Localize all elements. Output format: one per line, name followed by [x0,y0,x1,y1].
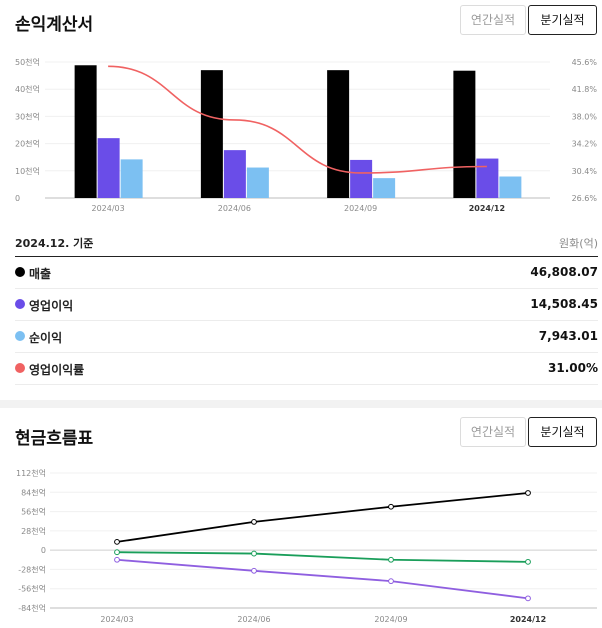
income-x-tick: 2024/03 [92,204,125,213]
income-row-label: 매출 [29,267,52,281]
revenue-dot [15,267,25,277]
income-margin-line [108,65,487,174]
income-right-tick: 41.8% [572,85,598,94]
cashflow-y-tick: 112천억 [16,468,46,478]
cashflow-x-tick: 2024/12 [510,615,546,624]
income-left-tick: 40천억 [15,84,40,94]
cashflow-series-line [116,492,529,543]
income-row-net-income: 순이익 7,943.01 [15,321,598,353]
income-bar [373,178,396,198]
income-x-tick: 2024/12 [469,204,505,213]
income-x-tick: 2024/09 [344,204,377,213]
income-left-tick: 10천억 [15,166,40,176]
income-chart-x-axis: 2024/03 2024/06 2024/09 2024/12 [92,204,506,213]
income-annual-tab[interactable]: 연간실적 [460,5,526,35]
cashflow-chart-y-axis: 112천억 84천억 56천억 28천억 0 -28천억 -56천억 -84천억 [16,468,46,613]
income-bar [120,159,143,198]
income-row-value: 7,943.01 [538,329,598,343]
income-bar [453,70,476,198]
cashflow-point [114,549,120,556]
cashflow-title: 현금흐름표 [15,429,94,449]
income-bar [499,176,522,198]
income-table-basis: 2024.12. 기준 [15,237,94,250]
income-row-revenue: 매출 46,808.07 [15,257,598,289]
income-row-label: 영업이익 [29,299,74,313]
income-table-rule [15,256,598,257]
cashflow-point [251,550,257,557]
income-bar [327,70,350,198]
income-x-tick: 2024/06 [218,204,251,213]
cashflow-point [525,558,531,565]
income-chart-left-axis: 0 10천억 20천억 30천억 40천억 50천억 [15,57,40,203]
income-row-value: 46,808.07 [530,265,598,279]
cashflow-x-tick: 2024/03 [100,615,133,624]
income-bar [476,158,499,198]
income-row-value: 14,508.45 [530,297,598,311]
income-quarterly-tab[interactable]: 분기실적 [528,5,597,35]
income-bar [350,159,373,198]
cashflow-y-tick: -84천억 [18,603,46,613]
income-right-tick: 30.4% [572,167,598,176]
cashflow-chart-grid [50,472,597,609]
income-bar [97,138,120,198]
income-left-tick: 30천억 [15,111,40,121]
cashflow-header: 현금흐름표 연간실적 분기실적 [0,416,602,456]
cashflow-y-tick: -28천억 [18,564,46,574]
income-row-operating-margin: 영업이익률 31.00% [15,353,598,385]
income-row-label: 영업이익률 [29,363,85,377]
income-left-tick: 20천억 [15,139,40,149]
cashflow-x-tick: 2024/09 [374,615,407,624]
income-chart-margin-line [108,65,487,174]
income-bar [223,150,246,198]
cashflow-point [114,556,120,563]
cashflow-chart: 112천억 84천억 56천억 28천억 0 -28천억 -56천억 -84천억 2024/0… [16,468,597,624]
operating-margin-dot [15,363,25,373]
income-bar [246,167,269,198]
cashflow-point [251,567,257,574]
income-bar [200,70,223,198]
cashflow-quarterly-tab[interactable]: 분기실적 [528,417,597,447]
cashflow-x-tick: 2024/06 [237,615,270,624]
cashflow-annual-tab[interactable]: 연간실적 [460,417,526,447]
income-left-tick: 50천억 [15,57,40,67]
cashflow-y-tick: -56천억 [18,584,46,594]
net-income-dot [15,331,25,341]
income-chart-bars [74,65,522,198]
cashflow-y-tick: 56천억 [21,507,46,517]
cashflow-y-tick: 28천억 [21,526,46,536]
income-right-tick: 38.0% [572,112,598,121]
cashflow-point [525,490,531,496]
income-row-label: 순이익 [29,331,63,345]
income-row-value: 31.00% [548,361,598,375]
cashflow-y-tick: 0 [41,546,46,555]
income-right-tick: 26.6% [572,194,598,203]
income-header: 손익계산서 연간실적 분기실적 [0,0,602,40]
income-left-tick: 0 [15,194,20,203]
income-title: 손익계산서 [15,15,94,35]
cashflow-point [114,538,120,545]
cashflow-chart-lines [114,490,531,602]
income-row-operating-profit: 영업이익 14,508.45 [15,289,598,321]
cashflow-y-tick: 84천억 [21,487,46,497]
cashflow-chart-x-axis: 2024/03 2024/06 2024/09 2024/12 [100,615,546,624]
income-bar [74,65,97,198]
cashflow-series-line [116,558,529,600]
income-chart: 0 10천억 20천억 30천억 40천억 50천억 26.6% 30.4% 34.2% 38.… [15,57,598,213]
income-table-header: 2024.12. 기준 원화(억) [15,235,598,257]
cashflow-point [388,578,394,585]
income-table-unit: 원화(억) [559,237,598,250]
section-divider [0,400,602,408]
cashflow-point [251,519,257,525]
cashflow-point [388,556,394,563]
cashflow-series-line [116,551,529,563]
operating-profit-dot [15,299,25,309]
income-right-tick: 34.2% [572,140,598,149]
income-right-tick: 45.6% [572,58,598,67]
income-chart-right-axis: 26.6% 30.4% 34.2% 38.0% 41.8% 45.6% [572,58,598,203]
cashflow-point [525,595,531,602]
cashflow-point [388,503,394,510]
